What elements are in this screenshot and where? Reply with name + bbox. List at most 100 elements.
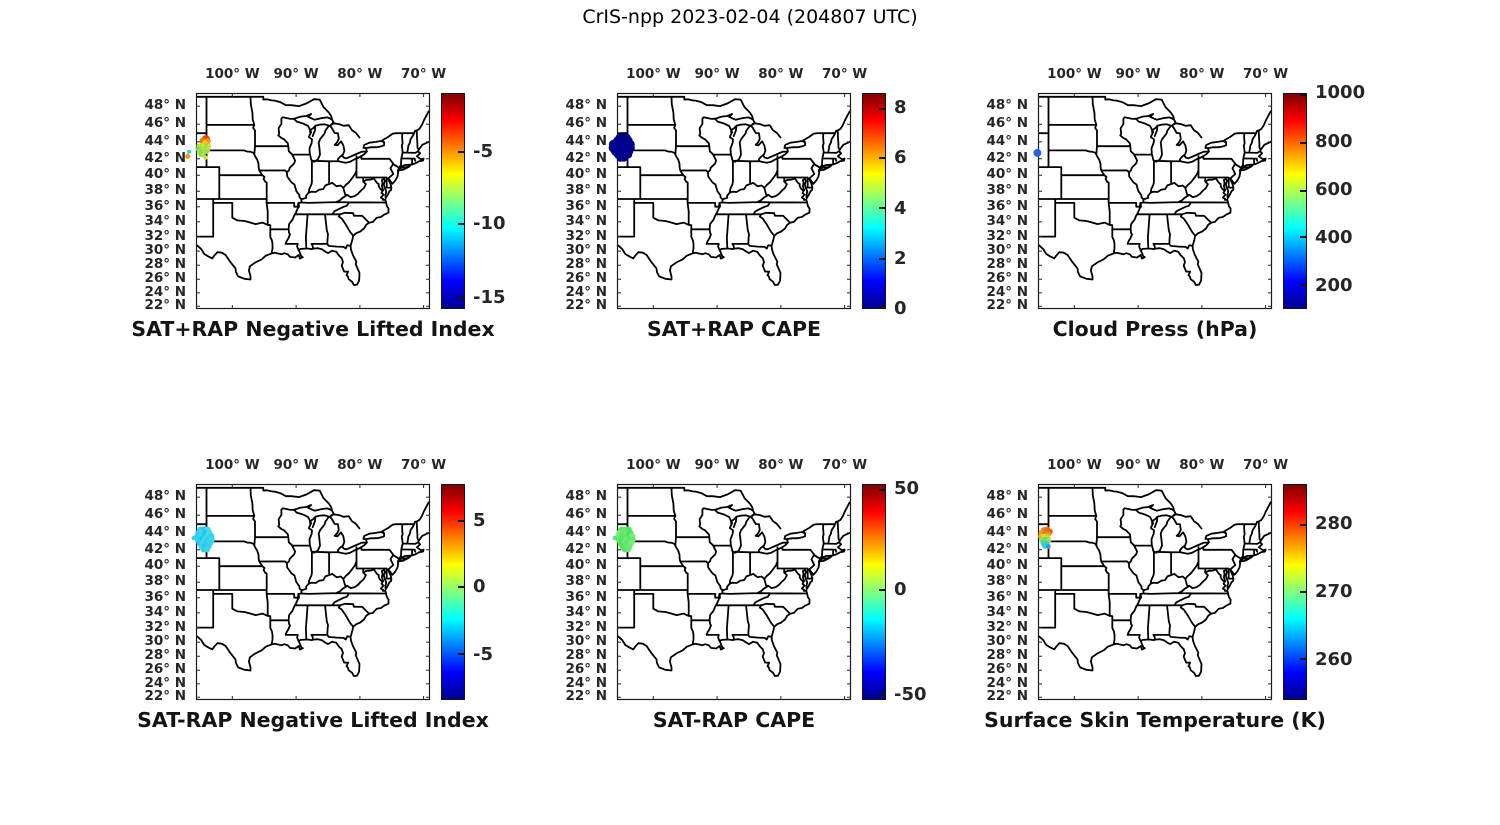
lat-tick-label: 40° N [144, 166, 186, 183]
lon-tick-label: 100° W [1047, 457, 1102, 473]
lon-tick-label: 100° W [626, 457, 681, 473]
lat-tick-label: 26° N [986, 661, 1028, 678]
lat-tick-label: 30° N [565, 242, 607, 259]
colorbar-tick [879, 489, 885, 492]
lat-tick-label: 46° N [144, 115, 186, 132]
obs-dot [612, 535, 617, 541]
colorbar-tick [458, 222, 464, 225]
colorbar-tick-label: 0 [894, 298, 907, 319]
colorbar [1283, 484, 1307, 700]
obs-dot [204, 149, 209, 154]
axes-frame [616, 92, 852, 310]
lat-tick-label: 46° N [986, 115, 1028, 132]
panel-title: Surface Skin Temperature (K) [984, 708, 1326, 732]
lat-tick-label: 46° N [986, 506, 1028, 523]
observation-dots [191, 526, 215, 553]
lat-tick-label: 24° N [986, 674, 1028, 691]
lat-tick-label: 36° N [565, 197, 607, 214]
colorbar-tick-label: 270 [1315, 581, 1353, 602]
colorbar-tick-label: 1000 [1315, 82, 1366, 103]
lon-tick-label: 80° W [758, 457, 804, 473]
lat-tick-label: 40° N [144, 557, 186, 574]
colorbar-tick [1300, 189, 1306, 192]
colorbar-tick-label: 400 [1315, 226, 1353, 248]
us-map [612, 483, 852, 701]
lon-tick-label: 80° W [337, 66, 383, 82]
lon-tick-label: 80° W [337, 457, 383, 473]
lat-tick-label: 22° N [144, 688, 186, 705]
lat-tick-label: 38° N [986, 573, 1028, 590]
panel-title: SAT+RAP CAPE [647, 317, 821, 341]
lat-tick-label: 28° N [144, 256, 186, 273]
lat-tick-label: 28° N [144, 647, 186, 664]
lat-tick-label: 30° N [565, 633, 607, 650]
lon-tick-label: 100° W [1047, 66, 1102, 82]
colorbar-tick-label: 600 [1315, 179, 1353, 201]
colorbar-tick-label: 260 [1315, 649, 1353, 671]
observation-dots [608, 133, 635, 162]
lat-tick-label: 26° N [565, 661, 607, 678]
lat-tick-label: 26° N [144, 270, 186, 287]
lon-tick-label: 100° W [205, 457, 260, 473]
lon-tick-label: 70° W [822, 457, 868, 473]
lat-tick-label: 44° N [565, 523, 607, 540]
lat-tick-label: 46° N [565, 506, 607, 523]
colorbar-tick [1300, 658, 1306, 661]
us-map [1037, 483, 1273, 701]
lat-tick-label: 32° N [565, 618, 607, 635]
colorbar-tick-label: -5 [473, 643, 493, 665]
lat-tick-label: 32° N [144, 227, 186, 244]
lat-tick-label: 26° N [144, 661, 186, 678]
lat-tick-label: 24° N [144, 674, 186, 691]
colorbar-tick-label: -10 [473, 213, 506, 235]
obs-dot [204, 546, 211, 553]
lat-tick-label: 48° N [144, 97, 186, 114]
lat-tick-label: 32° N [144, 618, 186, 635]
lat-tick-label: 44° N [144, 523, 186, 540]
colorbar-tick-label: 8 [894, 97, 907, 119]
colorbar-tick-label: -50 [894, 683, 927, 705]
lon-tick-label: 70° W [1243, 457, 1289, 473]
lon-tick-label: 70° W [401, 457, 447, 473]
lat-tick-label: 42° N [565, 540, 607, 557]
lon-tick-label: 90° W [694, 457, 740, 473]
lat-tick-label: 48° N [986, 488, 1028, 505]
observation-dots [612, 526, 636, 553]
colorbar-tick [458, 585, 464, 588]
lon-tick-label: 90° W [694, 66, 740, 82]
lat-tick-label: 42° N [986, 540, 1028, 557]
colorbar-tick [1300, 284, 1306, 287]
lat-tick-label: 24° N [144, 283, 186, 300]
colorbar [862, 93, 886, 309]
lon-tick-label: 100° W [205, 66, 260, 82]
lat-tick-label: 44° N [986, 523, 1028, 540]
colorbar-tick-label: 280 [1315, 512, 1353, 534]
lat-tick-label: 40° N [565, 166, 607, 183]
colorbar [862, 484, 886, 700]
us-map [185, 92, 431, 310]
lat-tick-label: 40° N [986, 166, 1028, 183]
axes-frame [1037, 483, 1273, 701]
lat-tick-label: 24° N [986, 283, 1028, 300]
colorbar [441, 484, 465, 700]
lat-tick-label: 42° N [986, 149, 1028, 166]
lat-tick-label: 48° N [144, 488, 186, 505]
colorbar-tick [879, 306, 885, 308]
lat-tick-label: 48° N [986, 97, 1028, 114]
lat-tick-label: 28° N [565, 647, 607, 664]
lat-tick-label: 42° N [144, 149, 186, 166]
observation-dots [185, 135, 212, 160]
lat-tick-label: 26° N [986, 270, 1028, 287]
lon-tick-label: 90° W [1115, 66, 1161, 82]
lat-tick-label: 46° N [565, 115, 607, 132]
colorbar [1283, 93, 1307, 309]
state-borders [1038, 95, 1272, 286]
lat-tick-label: 34° N [565, 212, 607, 229]
panel-title: SAT-RAP CAPE [652, 708, 816, 732]
lat-tick-label: 30° N [986, 633, 1028, 650]
panel-title: Cloud Press (hPa) [1052, 317, 1258, 341]
lon-tick-label: 70° W [401, 66, 447, 82]
axes-frame [195, 92, 431, 310]
colorbar-tick-label: 800 [1315, 131, 1353, 153]
